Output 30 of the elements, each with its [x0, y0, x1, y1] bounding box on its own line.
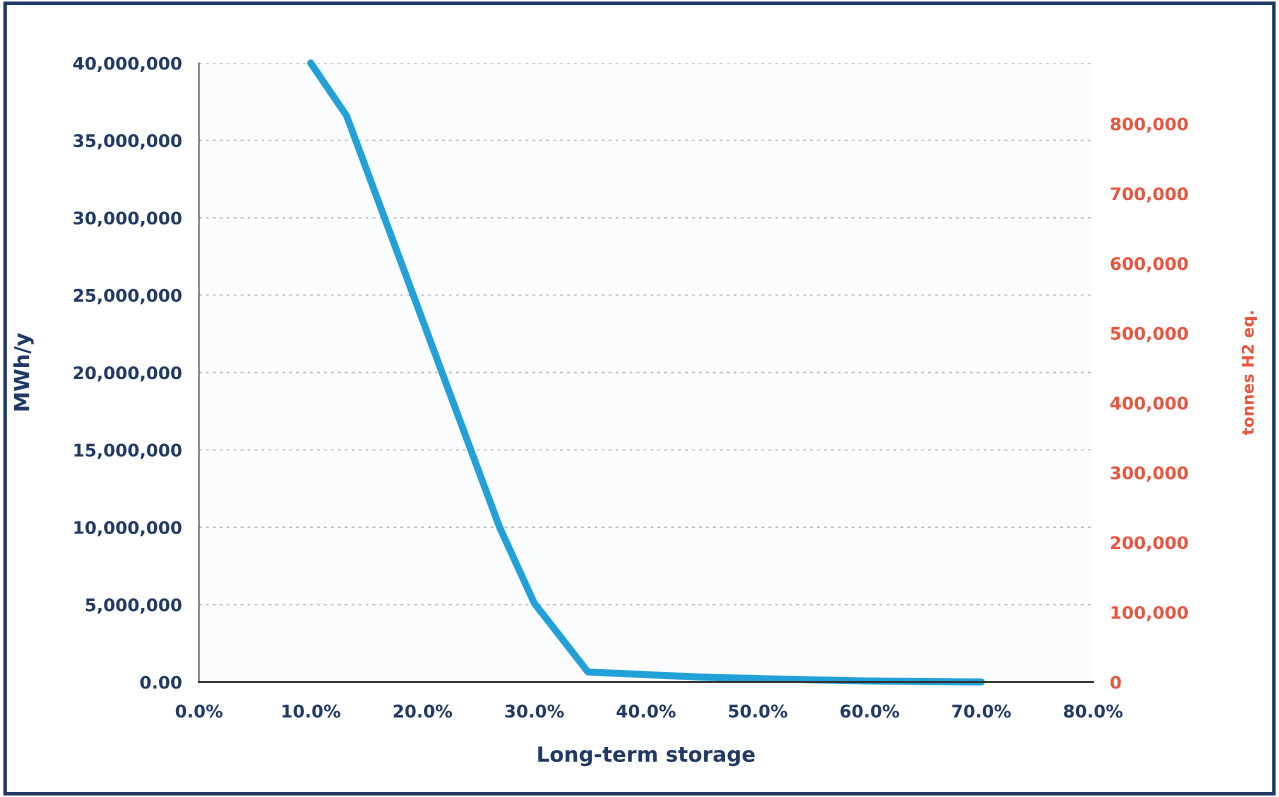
- y2-tick-label: 300,000: [1110, 466, 1188, 482]
- x-tick-label: 20.0%: [393, 704, 453, 718]
- y-tick-label: 10,000,000: [74, 520, 182, 537]
- y-tick-label: 30,000,000: [73, 211, 182, 227]
- y-tick-label: 5,000,000: [85, 598, 182, 614]
- y2-tick-label: 600,000: [1110, 257, 1188, 273]
- y2-tick-label: 700,000: [1110, 187, 1188, 203]
- x-tick-label: 0.0%: [175, 704, 223, 718]
- x-tick-label: 30.0%: [505, 704, 564, 718]
- y2-tick-label: 200,000: [1111, 536, 1188, 552]
- x-tick-label: 40.0%: [616, 704, 676, 718]
- y2-tick-label: 0: [1110, 675, 1121, 689]
- y-axis-title: MWh/y: [13, 333, 34, 411]
- y-tick-label: 35,000,000: [73, 134, 182, 150]
- x-tick-label: 70.0%: [952, 704, 1011, 718]
- y-tick-label: 25,000,000: [73, 288, 182, 305]
- y2-tick-label: 400,000: [1110, 396, 1188, 412]
- x-axis-title: Long-term storage: [538, 746, 755, 767]
- y2-tick-label: 100,000: [1111, 605, 1188, 622]
- x-tick-label: 50.0%: [728, 704, 788, 718]
- x-tick-label: 80.0%: [1063, 704, 1123, 718]
- y2-tick-label: 500,000: [1111, 326, 1188, 343]
- x-tick-label: 60.0%: [840, 704, 900, 718]
- y-tick-label: 15,000,000: [74, 443, 182, 459]
- y-tick-label: 40,000,000: [73, 56, 182, 73]
- y2-axis-title: tonnes H2 eq.: [1241, 311, 1257, 436]
- y2-tick-label: 800,000: [1110, 117, 1188, 133]
- x-tick-label: 10.0%: [282, 704, 341, 718]
- y-tick-label: 20,000,000: [73, 366, 182, 382]
- y-tick-label: 0.00: [140, 675, 182, 689]
